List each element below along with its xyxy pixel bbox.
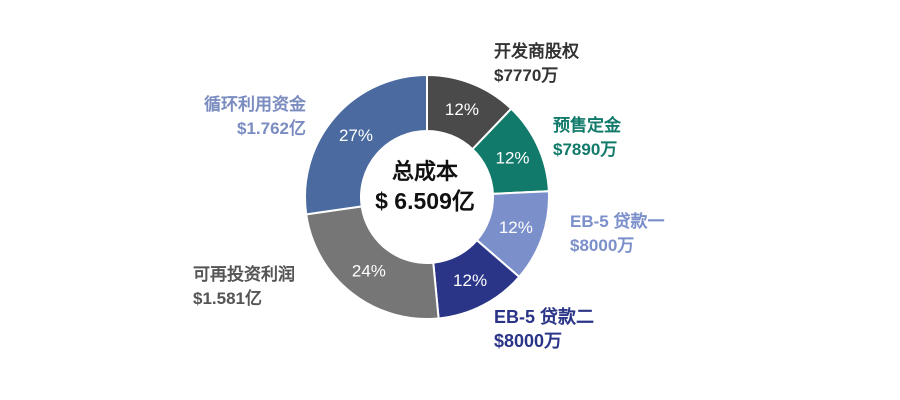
slice-label-eb5-loan-1: EB-5 贷款一 $8000万 [570, 210, 664, 258]
slice-name: 循环利用资金 [204, 95, 306, 114]
donut-slice-percent-5: 27% [339, 126, 373, 145]
slice-name: 可再投资利润 [193, 265, 295, 284]
donut-slice-percent-2: 12% [499, 218, 533, 237]
slice-name: EB-5 贷款二 [494, 307, 595, 327]
slice-label-eb5-loan-2: EB-5 贷款二 $8000万 [494, 305, 594, 353]
slice-amount: $8000万 [570, 236, 635, 255]
slice-amount: $7770万 [494, 66, 559, 85]
donut-slice-percent-1: 12% [495, 148, 529, 167]
slice-amount: $7890万 [553, 140, 618, 159]
slice-amount: $1.762亿 [237, 119, 306, 138]
donut-slice-percent-4: 24% [352, 261, 386, 280]
slice-label-reinvestable-profit: 可再投资利润 $1.581亿 [193, 263, 295, 311]
slice-amount: $8000万 [494, 331, 563, 351]
slice-label-presale-deposit: 预售定金 $7890万 [553, 114, 621, 162]
donut-slice-percent-0: 12% [445, 100, 479, 119]
donut-slice-5 [304, 73, 428, 216]
slice-label-recycled-funds: 循环利用资金 $1.762亿 [166, 93, 306, 141]
donut-hole [362, 132, 492, 262]
slice-name: 开发商股权 [494, 42, 579, 61]
slice-name: 预售定金 [553, 116, 621, 135]
donut-slice-percent-3: 12% [453, 271, 487, 290]
slice-label-developer-equity: 开发商股权 $7770万 [494, 40, 579, 88]
donut-slice-4 [305, 205, 440, 320]
slice-amount: $1.581亿 [193, 289, 262, 308]
slice-name: EB-5 贷款一 [570, 212, 665, 231]
